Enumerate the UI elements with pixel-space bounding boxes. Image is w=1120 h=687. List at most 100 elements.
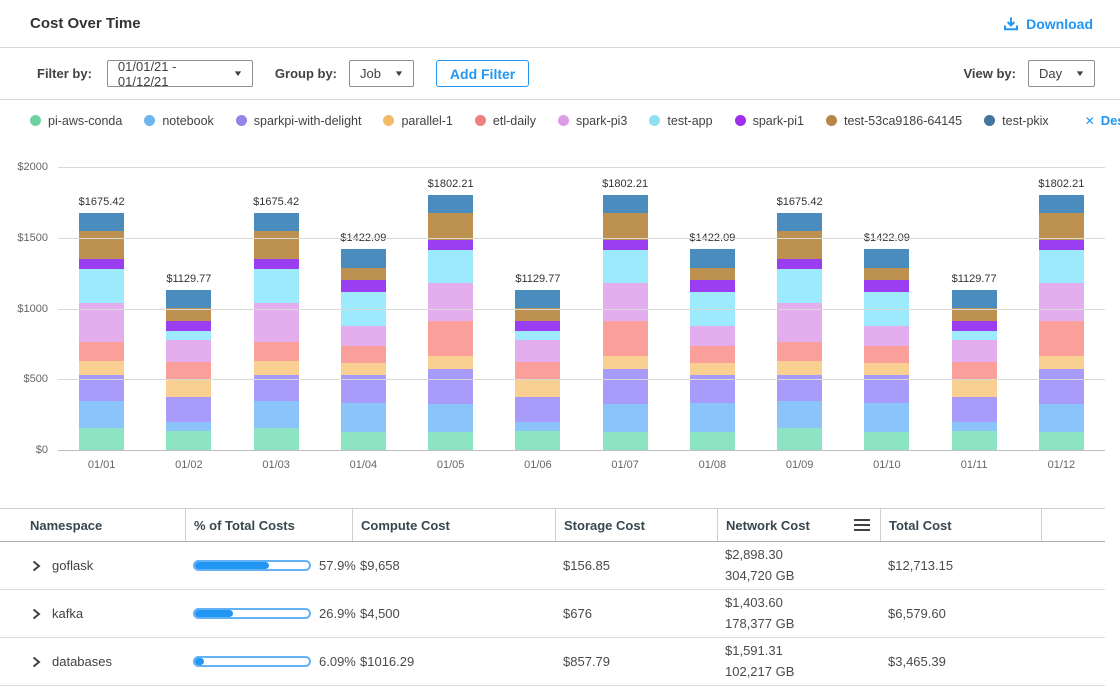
group-by-dropdown[interactable]: Job ▼ <box>349 60 414 87</box>
legend-item-test-53ca9186-64145[interactable]: test-53ca9186-64145 <box>825 114 962 128</box>
bar-segment-notebook[interactable] <box>515 421 561 432</box>
bar-segment-notebook[interactable] <box>864 403 910 432</box>
bar-segment-parallel-1[interactable] <box>864 362 910 375</box>
bar-segment-test-53ca9186-64145[interactable] <box>777 231 823 260</box>
bar-segment-test-app[interactable] <box>79 269 125 303</box>
stacked-bar-01/06[interactable]: $1129.77 <box>515 273 561 450</box>
bar-segment-pi-aws-conda[interactable] <box>428 432 474 450</box>
legend-item-parallel-1[interactable]: parallel-1 <box>383 114 453 128</box>
bar-segment-test-pkix[interactable] <box>428 195 474 214</box>
bar-segment-notebook[interactable] <box>79 400 125 429</box>
bar-segment-test-53ca9186-64145[interactable] <box>515 308 561 321</box>
bar-segment-test-53ca9186-64145[interactable] <box>1038 213 1084 241</box>
bar-segment-test-53ca9186-64145[interactable] <box>602 213 648 241</box>
bar-segment-etl-daily[interactable] <box>253 342 299 362</box>
stacked-bar-01/03[interactable]: $1675.42 <box>253 196 299 450</box>
bar-segment-pi-aws-conda[interactable] <box>951 431 997 450</box>
bar-segment-parallel-1[interactable] <box>777 361 823 375</box>
legend-item-test-app[interactable]: test-app <box>649 114 713 128</box>
bar-segment-test-app[interactable] <box>166 331 212 341</box>
bar-segment-test-53ca9186-64145[interactable] <box>166 308 212 321</box>
stacked-bar-01/05[interactable]: $1802.21 <box>428 178 474 450</box>
bar-segment-sparkpi-with-delight[interactable] <box>602 369 648 405</box>
bar-segment-notebook[interactable] <box>689 403 735 432</box>
bar-segment-pi-aws-conda[interactable] <box>864 431 910 450</box>
stacked-bar-01/02[interactable]: $1129.77 <box>166 273 212 450</box>
table-row[interactable]: goflask 57.9% $9,658 $156.85 $2,898.30 3… <box>0 542 1105 590</box>
bar-segment-pi-aws-conda[interactable] <box>340 431 386 450</box>
bar-segment-pi-aws-conda[interactable] <box>79 428 125 450</box>
column-menu-icon[interactable] <box>852 517 872 533</box>
bar-segment-parallel-1[interactable] <box>689 362 735 375</box>
bar-segment-test-pkix[interactable] <box>951 290 997 309</box>
bar-segment-notebook[interactable] <box>340 403 386 432</box>
bar-segment-notebook[interactable] <box>951 421 997 432</box>
bar-segment-pi-aws-conda[interactable] <box>689 431 735 450</box>
bar-segment-sparkpi-with-delight[interactable] <box>166 397 212 422</box>
bar-segment-test-pkix[interactable] <box>340 248 386 269</box>
bar-segment-test-app[interactable] <box>951 331 997 341</box>
stacked-bar-01/01[interactable]: $1675.42 <box>79 196 125 450</box>
bar-segment-etl-daily[interactable] <box>777 342 823 362</box>
col-header-pct-total[interactable]: % of Total Costs <box>185 509 352 541</box>
bar-segment-test-pkix[interactable] <box>777 212 823 232</box>
expand-row-icon[interactable] <box>30 608 42 620</box>
bar-segment-test-53ca9186-64145[interactable] <box>689 268 735 281</box>
bar-segment-etl-daily[interactable] <box>340 345 386 363</box>
bar-segment-etl-daily[interactable] <box>951 361 997 380</box>
deselect-all-button[interactable]: ✕ Deselect All <box>1085 113 1120 128</box>
bar-segment-spark-pi3[interactable] <box>602 283 648 322</box>
bar-segment-spark-pi3[interactable] <box>515 340 561 362</box>
bar-segment-pi-aws-conda[interactable] <box>777 428 823 450</box>
bar-segment-etl-daily[interactable] <box>515 361 561 380</box>
bar-segment-pi-aws-conda[interactable] <box>1038 432 1084 450</box>
expand-row-icon[interactable] <box>30 560 42 572</box>
bar-segment-test-app[interactable] <box>253 269 299 303</box>
bar-segment-test-53ca9186-64145[interactable] <box>951 308 997 321</box>
bar-segment-spark-pi1[interactable] <box>253 259 299 269</box>
bar-segment-parallel-1[interactable] <box>602 356 648 370</box>
stacked-bar-01/07[interactable]: $1802.21 <box>602 178 648 450</box>
bar-segment-test-app[interactable] <box>515 331 561 341</box>
bar-segment-etl-daily[interactable] <box>689 345 735 363</box>
bar-segment-parallel-1[interactable] <box>253 361 299 375</box>
col-header-namespace[interactable]: Namespace <box>30 517 103 533</box>
bar-segment-test-pkix[interactable] <box>515 290 561 309</box>
bar-segment-test-pkix[interactable] <box>602 195 648 214</box>
bar-segment-parallel-1[interactable] <box>166 379 212 398</box>
bar-segment-parallel-1[interactable] <box>515 379 561 398</box>
bar-segment-etl-daily[interactable] <box>79 342 125 362</box>
bar-segment-spark-pi3[interactable] <box>428 283 474 322</box>
bar-segment-test-pkix[interactable] <box>689 248 735 269</box>
bar-segment-pi-aws-conda[interactable] <box>515 431 561 450</box>
bar-segment-test-pkix[interactable] <box>253 212 299 232</box>
bar-segment-notebook[interactable] <box>166 421 212 432</box>
bar-segment-sparkpi-with-delight[interactable] <box>1038 369 1084 405</box>
stacked-bar-01/12[interactable]: $1802.21 <box>1038 178 1084 450</box>
bar-segment-notebook[interactable] <box>777 400 823 429</box>
bar-segment-parallel-1[interactable] <box>79 361 125 375</box>
bar-segment-test-53ca9186-64145[interactable] <box>79 231 125 260</box>
bar-segment-etl-daily[interactable] <box>428 321 474 357</box>
bar-segment-spark-pi1[interactable] <box>79 259 125 269</box>
col-header-network[interactable]: Network Cost <box>717 509 880 541</box>
bar-segment-spark-pi3[interactable] <box>1038 283 1084 322</box>
table-row[interactable]: databases 6.09% $1016.29 $857.79 $1,591.… <box>0 638 1105 686</box>
bar-segment-notebook[interactable] <box>1038 404 1084 433</box>
bar-segment-spark-pi3[interactable] <box>689 325 735 346</box>
bar-segment-test-pkix[interactable] <box>1038 195 1084 214</box>
bar-segment-spark-pi1[interactable] <box>340 280 386 293</box>
add-filter-button[interactable]: Add Filter <box>435 60 530 87</box>
bar-segment-etl-daily[interactable] <box>864 345 910 363</box>
bar-segment-parallel-1[interactable] <box>428 356 474 370</box>
table-row[interactable]: kafka 26.9% $4,500 $676 $1,403.60 178,37… <box>0 590 1105 638</box>
bar-segment-pi-aws-conda[interactable] <box>602 432 648 450</box>
bar-segment-etl-daily[interactable] <box>602 321 648 357</box>
bar-segment-test-app[interactable] <box>428 249 474 284</box>
bar-segment-test-app[interactable] <box>777 269 823 303</box>
bar-segment-spark-pi1[interactable] <box>602 240 648 250</box>
bar-segment-pi-aws-conda[interactable] <box>166 431 212 450</box>
download-button[interactable]: Download <box>1003 16 1093 32</box>
bar-segment-pi-aws-conda[interactable] <box>253 428 299 450</box>
bar-segment-spark-pi1[interactable] <box>515 320 561 332</box>
